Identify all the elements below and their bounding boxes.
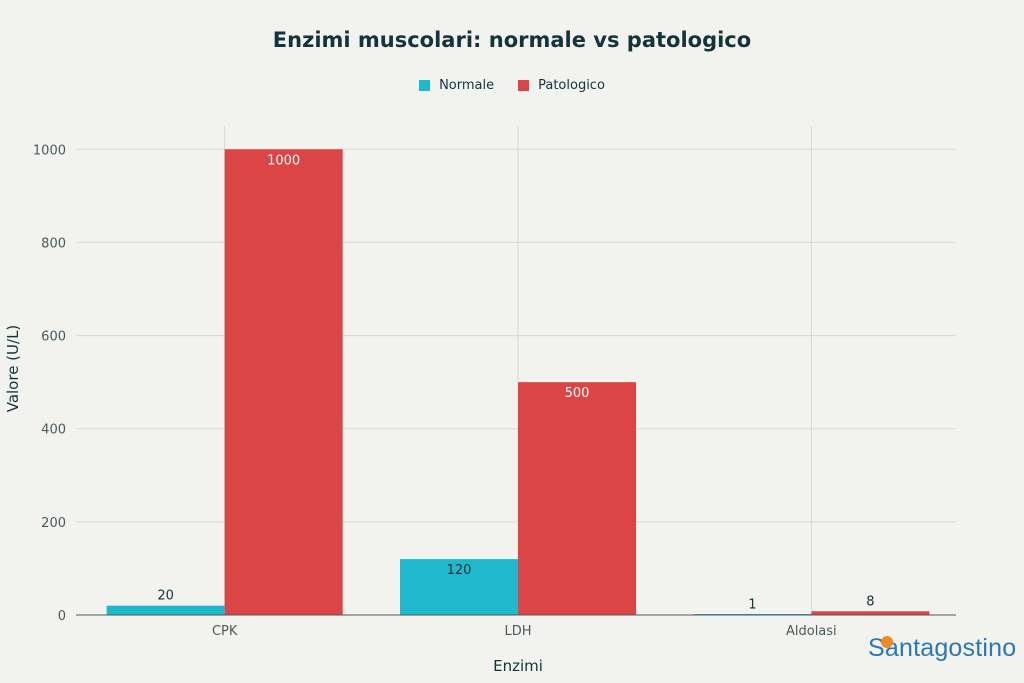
bar-patologico-ldh bbox=[518, 382, 636, 615]
chart-title: Enzimi muscolari: normale vs patologico bbox=[272, 28, 752, 52]
bar-normale-ldh bbox=[400, 559, 518, 615]
legend-item-normale[interactable]: Normale bbox=[419, 78, 494, 93]
x-tick-label: Aldolasi bbox=[786, 624, 837, 639]
legend-swatch-normale bbox=[419, 80, 431, 91]
data-label: 1 bbox=[748, 598, 756, 613]
legend: Normale Patologico bbox=[0, 78, 1024, 93]
y-axis-title: Valore (U/L) bbox=[4, 325, 22, 413]
y-tick-label: 800 bbox=[41, 236, 66, 251]
y-tick-label: 400 bbox=[41, 423, 66, 438]
logo-text: Santagostino bbox=[868, 634, 1017, 662]
y-tick-label: 600 bbox=[41, 330, 66, 345]
x-tick-label: CPK bbox=[212, 624, 238, 639]
data-label: 500 bbox=[565, 386, 590, 401]
bar-patologico-aldolasi bbox=[811, 611, 930, 615]
logo-dot-icon bbox=[881, 636, 893, 648]
bar-patologico-cpk bbox=[224, 149, 343, 616]
y-tick-label: 0 bbox=[58, 609, 66, 624]
y-tick-label: 1000 bbox=[33, 143, 66, 158]
data-label: 120 bbox=[447, 563, 472, 578]
y-tick-label: 200 bbox=[41, 516, 66, 531]
legend-swatch-patologico bbox=[518, 80, 530, 91]
santagostino-logo: Santagostino bbox=[868, 632, 1018, 672]
legend-item-patologico[interactable]: Patologico bbox=[518, 78, 605, 93]
bar-normale-cpk bbox=[106, 605, 225, 615]
data-label: 8 bbox=[866, 594, 874, 609]
legend-label-patologico: Patologico bbox=[538, 78, 605, 93]
data-label: 20 bbox=[157, 589, 174, 604]
x-tick-label: LDH bbox=[504, 624, 531, 639]
data-label: 1000 bbox=[267, 153, 300, 168]
x-axis-title: Enzimi bbox=[493, 657, 543, 675]
legend-label-normale: Normale bbox=[439, 78, 495, 93]
